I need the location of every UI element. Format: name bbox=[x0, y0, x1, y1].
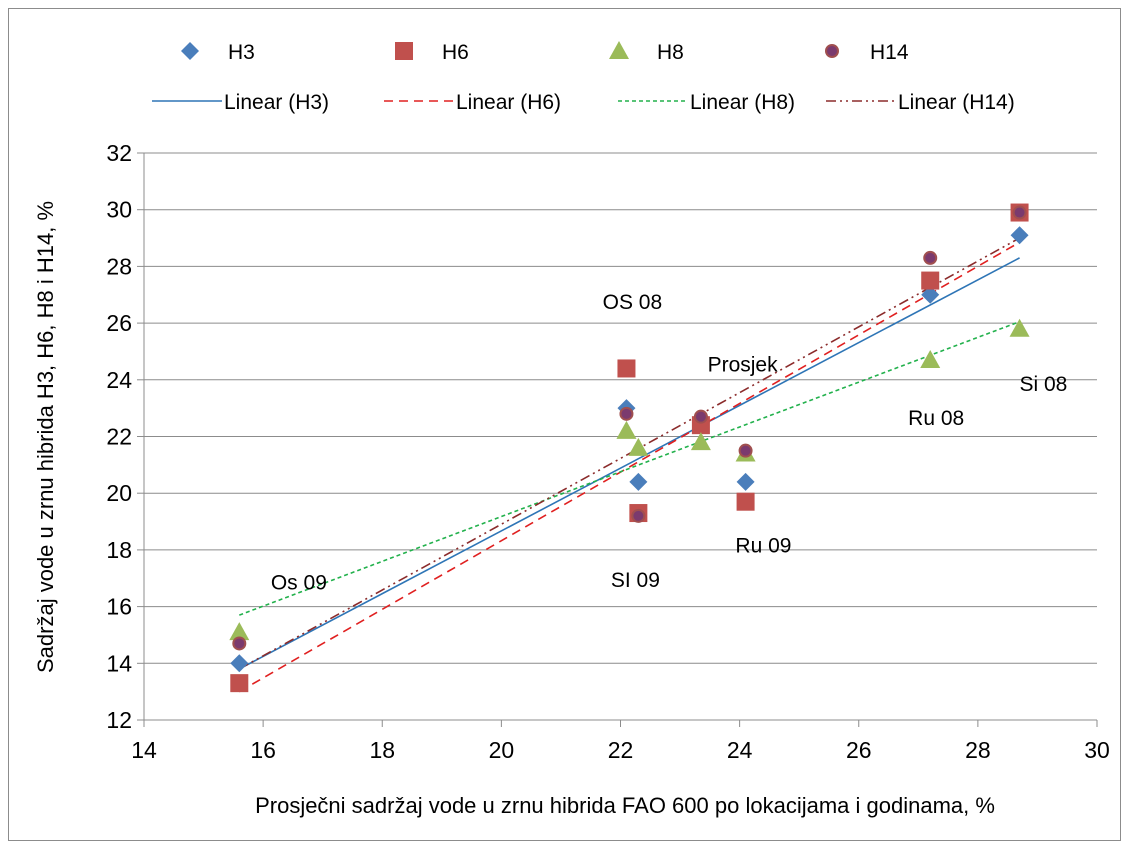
x-axis-label: Prosječni sadržaj vode u zrnu hibrida FA… bbox=[255, 793, 995, 818]
y-tick-label: 30 bbox=[106, 197, 132, 223]
point-annotation: Si 08 bbox=[1019, 373, 1067, 396]
legend-label: Linear (H3) bbox=[224, 91, 329, 114]
trendline bbox=[238, 241, 1020, 693]
x-tick-label: 20 bbox=[489, 737, 515, 763]
data-point bbox=[1010, 226, 1029, 245]
data-point bbox=[232, 636, 247, 651]
x-tick-label: 24 bbox=[727, 737, 753, 763]
trendline bbox=[239, 320, 1020, 616]
y-tick-label: 18 bbox=[106, 537, 132, 563]
data-point bbox=[617, 359, 636, 378]
legend-marker bbox=[181, 42, 199, 60]
point-annotation: Ru 09 bbox=[735, 535, 791, 558]
data-point bbox=[1009, 318, 1030, 337]
y-axis-label: Sadržaj vode u zrnu hibrida H3, H6, H8 i… bbox=[33, 201, 58, 673]
trendline bbox=[238, 237, 1020, 670]
y-tick-label: 20 bbox=[106, 480, 132, 506]
data-point bbox=[736, 472, 755, 491]
trendline bbox=[238, 257, 1020, 670]
data-point bbox=[920, 349, 941, 368]
point-annotation: Ru 08 bbox=[908, 407, 964, 430]
y-tick-label: 12 bbox=[106, 707, 132, 733]
y-tick-label: 24 bbox=[106, 367, 132, 393]
x-tick-label: 16 bbox=[250, 737, 276, 763]
legend-label: Linear (H6) bbox=[456, 91, 561, 114]
x-tick-label: 22 bbox=[608, 737, 634, 763]
data-point bbox=[690, 432, 711, 451]
y-tick-label: 16 bbox=[106, 594, 132, 620]
chart-frame bbox=[8, 8, 1121, 841]
legend-label: H3 bbox=[228, 41, 255, 64]
legend-marker bbox=[825, 44, 839, 58]
data-points bbox=[229, 203, 1030, 693]
y-tick-label: 26 bbox=[106, 310, 132, 336]
legend-label: H8 bbox=[657, 41, 684, 64]
data-point bbox=[230, 654, 249, 673]
data-point bbox=[229, 622, 250, 641]
data-point bbox=[631, 508, 646, 523]
data-point bbox=[628, 437, 649, 456]
data-point bbox=[230, 674, 249, 693]
data-point bbox=[616, 420, 637, 439]
data-point bbox=[921, 285, 940, 304]
point-annotation: OS 08 bbox=[603, 291, 663, 314]
data-point bbox=[619, 406, 634, 421]
x-tick-label: 30 bbox=[1084, 737, 1110, 763]
annotations: Os 09 OS 08 Prosjek Si 08 Ru 08 Ru 09 SI 09 bbox=[271, 291, 1067, 595]
point-annotation: Os 09 bbox=[271, 572, 327, 595]
legend: H3 H6 H8 H14 Linear (H3) Linear (H6) Linear (H… bbox=[152, 41, 1015, 114]
y-tick-label: 22 bbox=[106, 424, 132, 450]
legend-label: H6 bbox=[442, 41, 469, 64]
trendlines bbox=[238, 237, 1020, 693]
legend-label: Linear (H8) bbox=[690, 91, 795, 114]
data-point bbox=[738, 443, 753, 458]
x-tick-label: 28 bbox=[965, 737, 991, 763]
legend-marker bbox=[609, 41, 629, 59]
x-tick-label: 14 bbox=[131, 737, 157, 763]
legend-marker bbox=[395, 42, 413, 60]
x-tick-label: 18 bbox=[369, 737, 395, 763]
gridlines bbox=[144, 152, 1097, 664]
y-tick-label: 14 bbox=[106, 650, 132, 676]
x-tick-label: 26 bbox=[846, 737, 872, 763]
axes: 12 14 16 18 20 22 24 26 28 30 32 14 16 18 20 22 24 26 28 30 bbox=[106, 140, 1109, 763]
point-annotation: SI 09 bbox=[611, 569, 660, 592]
data-point bbox=[629, 472, 648, 491]
point-annotation: Prosjek bbox=[708, 353, 779, 376]
data-point bbox=[1012, 205, 1027, 220]
y-tick-label: 32 bbox=[106, 140, 132, 166]
data-point bbox=[693, 409, 708, 424]
data-point bbox=[921, 271, 940, 290]
legend-label: H14 bbox=[870, 41, 909, 64]
data-point bbox=[923, 250, 938, 265]
y-tick-label: 28 bbox=[106, 253, 132, 279]
data-point bbox=[736, 492, 755, 511]
legend-label: Linear (H14) bbox=[898, 91, 1015, 114]
